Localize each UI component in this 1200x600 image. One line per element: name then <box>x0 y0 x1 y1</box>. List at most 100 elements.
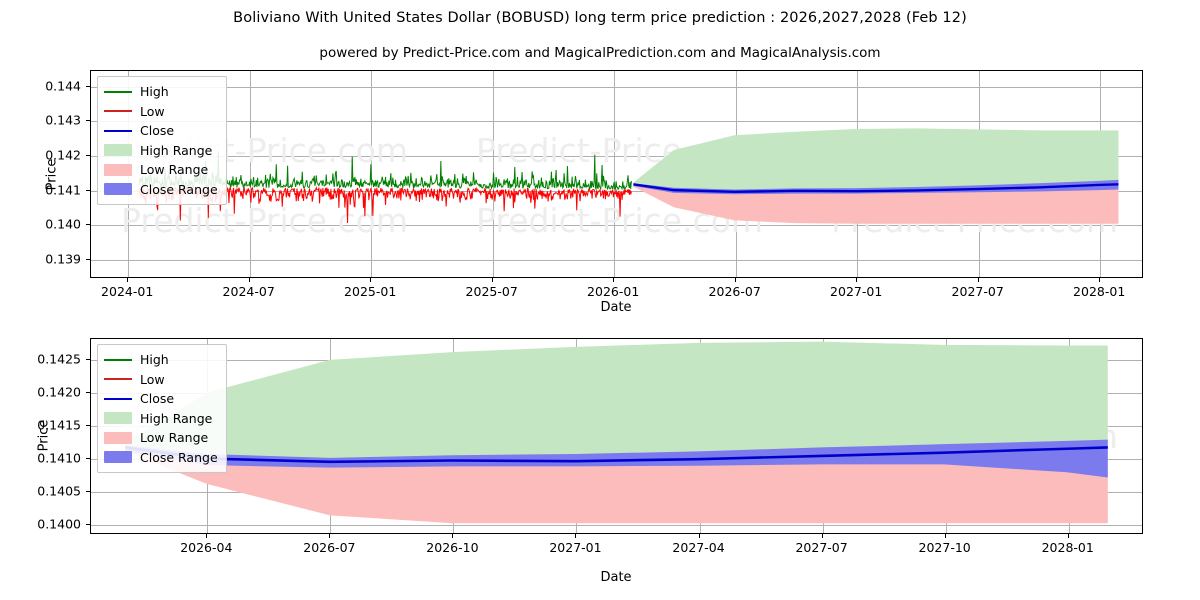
x-axis-tick-mark <box>329 534 331 538</box>
chart-subtitle: powered by Predict-Price.com and Magical… <box>319 45 881 61</box>
legend-swatch-line-icon <box>104 125 132 137</box>
legend-swatch-line-icon <box>104 373 132 385</box>
x-axis-tick-label: 2025-01 <box>344 284 397 299</box>
y-axis-tick-label: 0.143 <box>45 112 81 128</box>
bottom-close-forecast-line <box>125 447 1108 461</box>
legend-item-close-range: Close Range <box>104 448 218 468</box>
x-axis-tick-label: 2028-01 <box>1073 284 1126 299</box>
x-axis-tick-mark <box>491 278 493 282</box>
legend-swatch-patch-icon <box>104 144 132 157</box>
legend-item-low: Low <box>104 370 218 390</box>
gridline-horizontal <box>91 259 1142 261</box>
gridline-vertical <box>249 71 251 277</box>
x-axis-tick-label: 2027-07 <box>795 540 848 555</box>
y-axis-tick-mark <box>86 359 90 361</box>
legend-item-close: Close <box>104 121 218 141</box>
legend-item-label: Close Range <box>140 449 218 465</box>
legend-item-label: Low Range <box>140 430 209 446</box>
legend-item-label: High <box>140 352 169 368</box>
legend-item-low-range: Low Range <box>104 428 218 448</box>
x-axis-tick-mark <box>944 534 946 538</box>
legend-swatch-patch-icon <box>104 183 132 196</box>
y-axis-tick-mark <box>86 425 90 427</box>
x-axis-tick-label: 2026-07 <box>708 284 761 299</box>
legend-item-high: High <box>104 82 218 102</box>
top-chart-legend: High Low Close High Range Low Range Close Ran… <box>97 76 227 205</box>
legend-item-label: High Range <box>140 410 213 426</box>
chart-title: Boliviano With United States Dollar (BOB… <box>233 10 967 26</box>
top-chart-plot-area: Predict-Price.com Predict-Price.com Predic… <box>90 70 1143 278</box>
x-axis-tick-mark <box>613 278 615 282</box>
legend-item-close: Close <box>104 389 218 409</box>
bottom-chart-legend: High Low Close High Range Low Range Close Ran… <box>97 344 227 473</box>
x-axis-tick-label: 2026-10 <box>426 540 479 555</box>
x-axis-tick-label: 2026-07 <box>303 540 356 555</box>
y-axis-tick-label: 0.1405 <box>37 483 81 499</box>
bottom-chart-x-axis-label: Date <box>600 570 632 585</box>
legend-swatch-patch-icon <box>104 412 132 425</box>
legend-swatch-patch-icon <box>104 451 132 464</box>
legend-item-label: Low Range <box>140 162 209 178</box>
x-axis-tick-label: 2028-01 <box>1041 540 1094 555</box>
legend-item-high-range: High Range <box>104 409 218 429</box>
gridline-vertical <box>614 71 616 277</box>
y-axis-tick-label: 0.1400 <box>37 516 81 532</box>
bottom-chart-series <box>91 341 1142 524</box>
y-axis-tick-mark <box>86 224 90 226</box>
x-axis-tick-mark <box>856 278 858 282</box>
y-axis-tick-label: 0.1425 <box>37 351 81 367</box>
legend-item-label: Low <box>140 103 165 119</box>
top-close-forecast-line <box>633 184 1118 192</box>
x-axis-tick-mark <box>370 278 372 282</box>
bottom-high-range-band <box>125 341 1108 462</box>
top-low-range-band <box>633 184 1119 224</box>
gridline-horizontal <box>91 121 1142 123</box>
top-high-range-band <box>633 128 1119 192</box>
y-axis-tick-label: 0.144 <box>45 78 81 94</box>
y-axis-tick-label: 0.141 <box>45 182 81 198</box>
legend-item-label: Close Range <box>140 181 218 197</box>
x-axis-tick-mark <box>206 534 208 538</box>
legend-swatch-patch-icon <box>104 163 132 176</box>
bottom-chart-y-axis-label: Price <box>36 419 52 452</box>
bottom-chart-plot-area: Predict-Price.comPredict-Price.comPredic… <box>90 338 1143 534</box>
bottom-close-range-band <box>125 439 1108 478</box>
y-axis-tick-label: 0.140 <box>45 216 81 232</box>
legend-swatch-line-icon <box>104 393 132 405</box>
x-axis-tick-mark <box>127 278 129 282</box>
y-axis-tick-mark <box>86 524 90 526</box>
x-axis-tick-mark <box>977 278 979 282</box>
x-axis-tick-mark <box>248 278 250 282</box>
legend-item-label: Close <box>140 391 175 407</box>
top-chart-series <box>91 128 1142 224</box>
bottom-low-range-band <box>125 448 1108 524</box>
legend-item-close-range: Close Range <box>104 180 218 200</box>
legend-swatch-line-icon <box>104 105 132 117</box>
legend-swatch-line-icon <box>104 354 132 366</box>
y-axis-tick-label: 0.1410 <box>37 450 81 466</box>
y-axis-tick-mark <box>86 258 90 260</box>
legend-swatch-line-icon <box>104 86 132 98</box>
legend-swatch-patch-icon <box>104 431 132 444</box>
x-axis-tick-label: 2027-07 <box>951 284 1004 299</box>
x-axis-tick-label: 2026-01 <box>587 284 640 299</box>
legend-item-label: Close <box>140 123 175 139</box>
legend-item-label: High <box>140 84 169 100</box>
x-axis-tick-mark <box>575 534 577 538</box>
y-axis-tick-mark <box>86 392 90 394</box>
legend-item-low: Low <box>104 102 218 122</box>
x-axis-tick-mark <box>734 278 736 282</box>
x-axis-tick-mark <box>821 534 823 538</box>
top-chart-y-axis-label: Price <box>44 158 60 191</box>
y-axis-tick-mark <box>86 154 90 156</box>
gridline-horizontal <box>91 155 1142 157</box>
y-axis-tick-mark <box>86 120 90 122</box>
x-axis-tick-label: 2025-07 <box>465 284 518 299</box>
y-axis-tick-label: 0.139 <box>45 251 81 267</box>
gridline-horizontal <box>91 225 1142 227</box>
legend-item-label: Low <box>140 371 165 387</box>
y-axis-tick-label: 0.1415 <box>37 417 81 433</box>
y-axis-tick-mark <box>86 491 90 493</box>
y-axis-tick-mark <box>86 189 90 191</box>
